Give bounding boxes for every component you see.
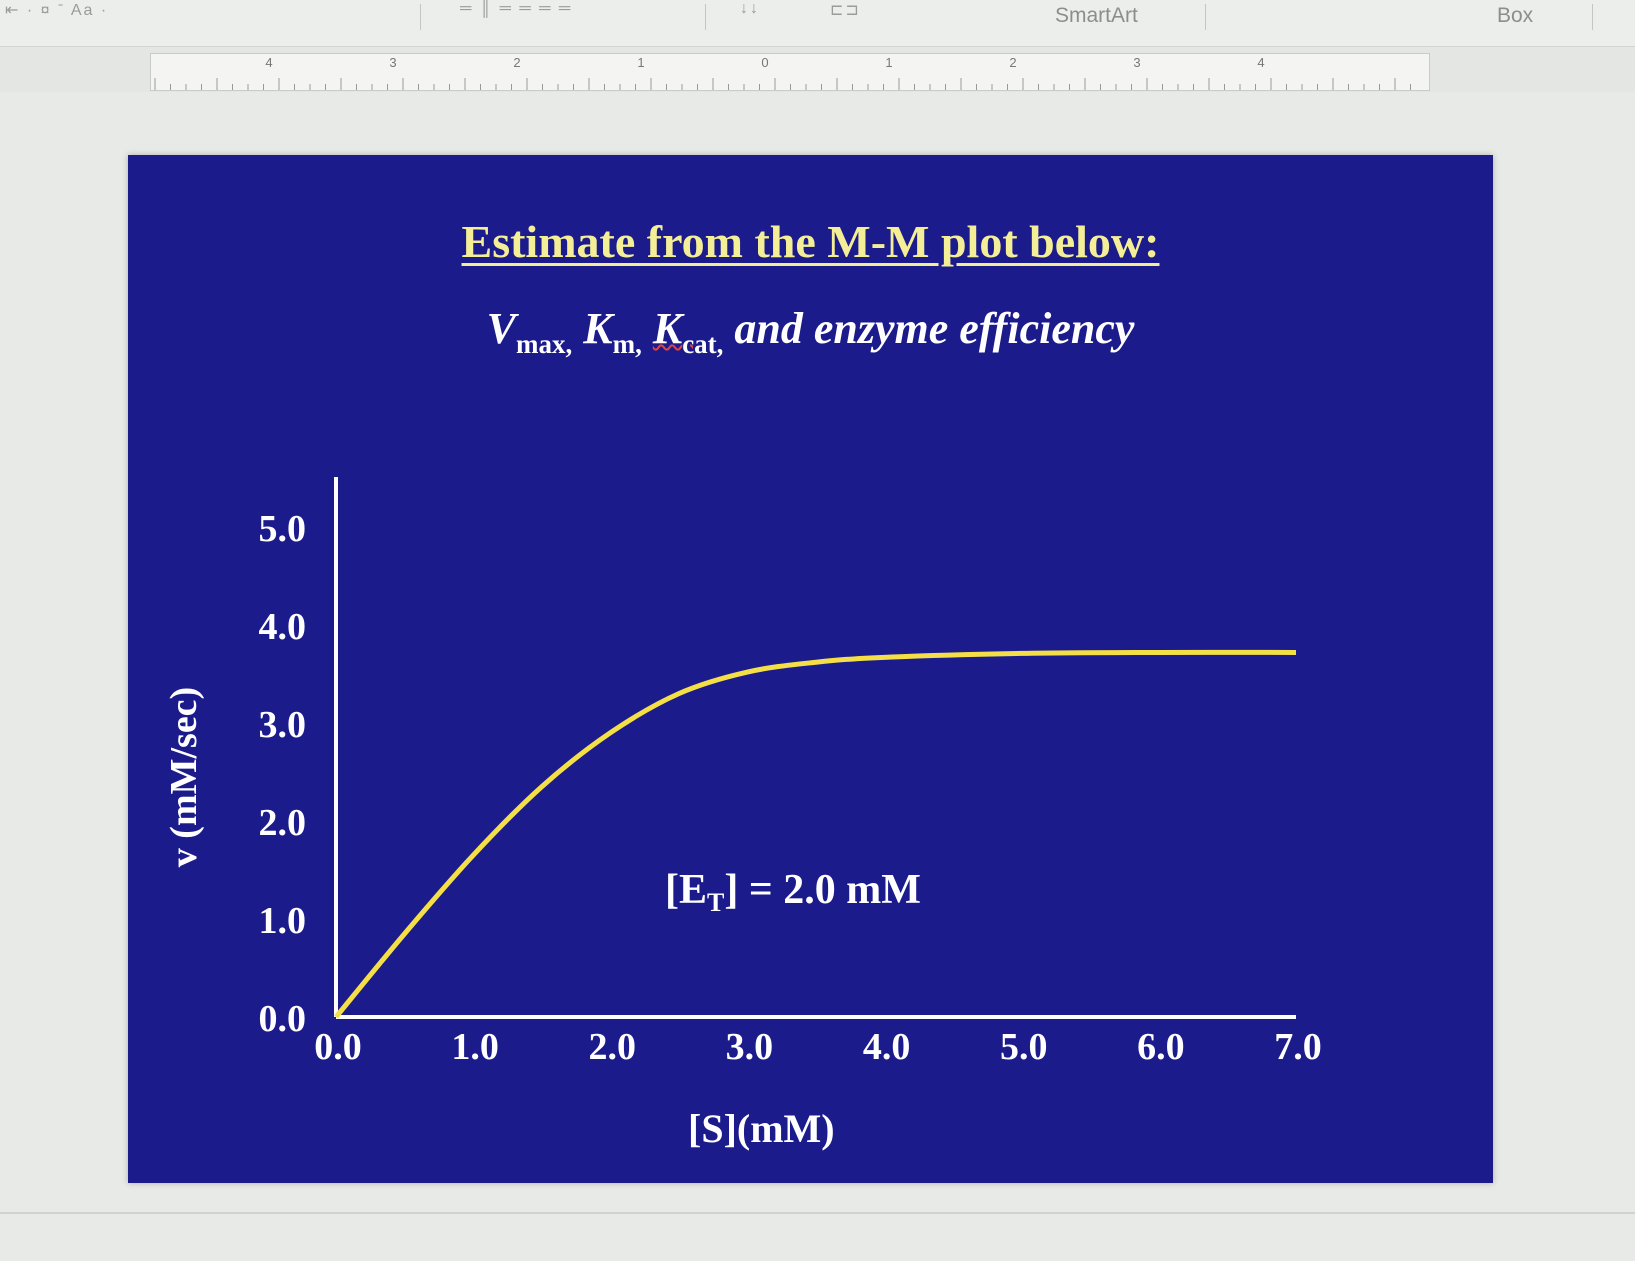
ribbon-cutoff-icons[interactable]: ⇤ · ¤ ˉ Aa · — [5, 2, 109, 19]
series-line — [334, 649, 1297, 1019]
ruler-label: 2 — [1009, 55, 1016, 70]
y-tick-label: 5.0 — [259, 508, 307, 550]
ruler-label: 0 — [761, 55, 768, 70]
ribbon-divider — [1592, 4, 1593, 30]
kcat-symbol: K — [652, 304, 683, 353]
sort-icon[interactable]: ↓↓ — [740, 0, 760, 17]
text-box-button[interactable]: Box — [1497, 4, 1534, 27]
slide-subtitle: Vmax, Km, Kcat, and enzyme efficiency — [128, 303, 1493, 360]
ruler-label: 1 — [637, 55, 644, 70]
ruler-label: 3 — [1133, 55, 1140, 70]
x-tick-label: 3.0 — [726, 1026, 774, 1068]
ruler-ticks: 4 3 2 1 0 1 2 3 4 — [154, 55, 1411, 90]
enzyme-concentration-annotation: [ET] = 2.0 mM — [665, 867, 921, 917]
horizontal-ruler[interactable]: 4 3 2 1 0 1 2 3 4 — [150, 53, 1430, 91]
arrange-icon[interactable]: ⊏⊐ — [830, 2, 861, 19]
x-tick-label: 4.0 — [863, 1026, 911, 1068]
ruler-label: 3 — [389, 55, 396, 70]
y-tick-label: 0.0 — [259, 998, 307, 1040]
page-bottom-edge — [0, 1212, 1635, 1214]
y-tick-label: 4.0 — [259, 606, 307, 648]
kcat-subscript: cat, — [682, 329, 724, 359]
km-symbol: K — [583, 304, 613, 353]
vmax-subscript: max, — [515, 329, 573, 359]
ruler-label: 2 — [513, 55, 520, 70]
x-tick-label: 0.0 — [314, 1026, 362, 1068]
ruler-label: 4 — [265, 55, 272, 70]
y-tick-label: 2.0 — [259, 802, 307, 844]
y-tick-label: 1.0 — [259, 900, 307, 942]
x-axis-label: [S](mM) — [688, 1106, 835, 1151]
vmax-symbol: V — [486, 304, 516, 353]
ribbon-divider — [705, 4, 706, 30]
x-tick-label: 6.0 — [1137, 1026, 1185, 1068]
ruler-label: 4 — [1257, 55, 1264, 70]
embedded-slide-image[interactable]: Estimate from the M-M plot below: Vmax, … — [128, 155, 1493, 1183]
slide-title: Estimate from the M-M plot below: — [461, 216, 1160, 267]
mm-chart: 0.0 1.0 2.0 3.0 4.0 5.0 0.0 1.0 2.0 3.0 4.0 5.0 6.0… — [163, 477, 1322, 1151]
x-tick-label: 1.0 — [451, 1026, 499, 1068]
subtitle-rest: and enzyme efficiency — [734, 304, 1135, 353]
ribbon-divider — [420, 4, 421, 30]
smartart-button[interactable]: SmartArt — [1055, 4, 1138, 27]
ruler-label: 1 — [885, 55, 892, 70]
y-tick-label: 3.0 — [259, 704, 307, 746]
x-tick-label: 5.0 — [1000, 1026, 1048, 1068]
x-tick-label: 2.0 — [589, 1026, 637, 1068]
align-icons[interactable]: ═ ║ ═ ═ ═ ═ — [460, 0, 573, 17]
km-subscript: m, — [612, 329, 642, 359]
x-tick-label: 7.0 — [1274, 1026, 1322, 1068]
y-axis-label: v (mM/sec) — [163, 687, 205, 867]
toolbar-ribbon: ⇤ · ¤ ˉ Aa · ═ ║ ═ ═ ═ ═ ↓↓ ⊏⊐ SmartArt … — [0, 0, 1635, 47]
ribbon-divider — [1205, 4, 1206, 30]
